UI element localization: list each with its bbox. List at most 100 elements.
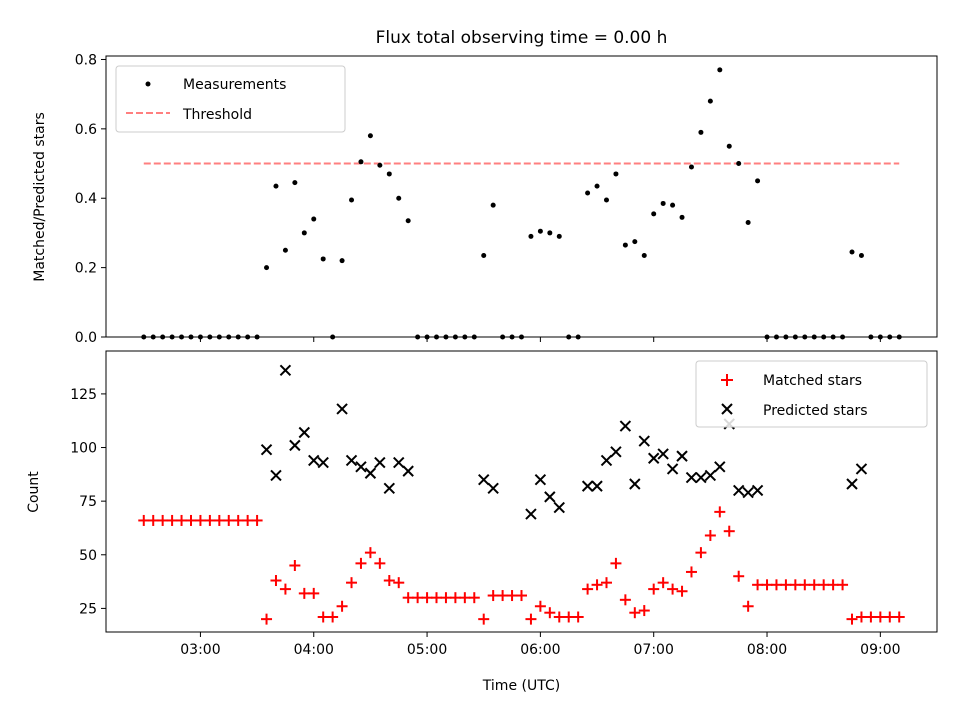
matched-star-point <box>261 613 273 625</box>
measurement-point <box>311 216 317 222</box>
matched-star-point <box>176 514 188 526</box>
matched-star-point <box>685 566 697 578</box>
matched-star-point <box>468 592 480 604</box>
predicted-star-point <box>345 454 358 467</box>
top-y-axis-label: Matched/Predicted stars <box>32 112 48 282</box>
measurement-point <box>396 195 402 201</box>
matched-star-point <box>213 514 225 526</box>
matched-star-point <box>449 592 461 604</box>
predicted-star-point <box>600 454 613 467</box>
predicted-star-point <box>714 461 726 473</box>
matched-star-point <box>884 611 896 623</box>
measurement-point <box>556 233 562 239</box>
matched-star-point <box>298 587 310 599</box>
matched-star-point <box>166 514 178 526</box>
matched-star-point <box>336 600 348 612</box>
top-y-tick-label: 0.0 <box>75 330 97 346</box>
measurement-point <box>405 218 411 224</box>
matched-star-point <box>704 529 716 541</box>
predicted-star-point <box>619 420 632 432</box>
predicted-star-point <box>855 463 868 475</box>
matched-star-point <box>478 613 490 625</box>
matched-star-point <box>308 587 320 599</box>
matched-star-point <box>648 583 660 595</box>
matched-star-point <box>194 514 206 526</box>
matched-star-point <box>799 579 811 591</box>
predicted-star-point <box>629 478 641 490</box>
legend-measurements-label: Measurements <box>183 77 286 93</box>
matched-star-point <box>752 579 764 591</box>
matched-star-point <box>279 583 291 595</box>
predicted-star-point <box>270 469 282 482</box>
matched-star-point <box>544 607 556 619</box>
matched-star-point <box>893 611 905 623</box>
top-series-0 <box>141 67 902 340</box>
matched-star-point <box>846 613 858 625</box>
top-y-tick-label: 0.4 <box>75 191 97 207</box>
bottom-axes-frame <box>105 350 938 633</box>
matched-star-point <box>591 579 603 591</box>
bottom-series-1 <box>260 364 868 520</box>
matched-star-point <box>440 592 452 604</box>
matched-star-point <box>346 577 358 589</box>
matched-star-point <box>865 611 877 623</box>
matched-star-point <box>355 557 367 569</box>
matched-star-point <box>185 514 197 526</box>
measurement-point <box>490 202 496 208</box>
top-axis-ticks: 0.0 0.2 0.4 0.6 0.8 <box>75 52 881 346</box>
top-legend-box <box>115 65 346 133</box>
legend-matched-marker <box>721 374 733 386</box>
matched-star-point <box>412 592 424 604</box>
x-tick-label: 05:00 <box>407 642 447 658</box>
predicted-star-point <box>374 456 386 469</box>
x-axis-label: Time (UTC) <box>482 678 560 694</box>
matched-star-point <box>459 592 471 604</box>
top-panel: Flux total observing time = 0.00 h 0.00.… <box>32 28 938 346</box>
matched-star-point <box>327 611 339 623</box>
matched-star-point <box>157 514 169 526</box>
predicted-star-point <box>685 471 698 484</box>
measurement-point <box>849 249 855 255</box>
measurement-point <box>688 164 694 170</box>
matched-star-point <box>837 579 849 591</box>
top-y-tick-label: 0.2 <box>75 261 97 277</box>
measurement-point <box>292 180 298 186</box>
top-y-tick-label: 0.6 <box>75 122 97 138</box>
measurement-point <box>613 171 619 177</box>
measurement-point <box>707 98 713 104</box>
measurement-point <box>358 159 364 165</box>
predicted-star-point <box>553 501 565 514</box>
matched-star-point <box>676 585 688 597</box>
bottom-y-tick-label: 75 <box>79 494 97 510</box>
measurement-point <box>698 129 704 135</box>
matched-star-point <box>317 611 329 623</box>
matched-star-point <box>204 514 216 526</box>
matched-star-point <box>742 600 754 612</box>
matched-star-point <box>242 514 254 526</box>
matched-star-point <box>374 557 386 569</box>
measurement-point <box>641 252 647 258</box>
predicted-star-point <box>676 450 688 462</box>
predicted-star-point <box>751 484 764 497</box>
predicted-star-point <box>666 463 679 475</box>
top-axes-frame <box>105 55 938 338</box>
predicted-star-point <box>298 426 311 439</box>
matched-star-point <box>714 506 726 518</box>
matched-star-point <box>638 605 650 617</box>
measurement-point <box>282 247 288 253</box>
matched-star-point <box>553 611 565 623</box>
measurement-point <box>537 228 543 234</box>
matched-star-point <box>525 613 537 625</box>
predicted-star-point <box>647 452 660 464</box>
measurement-point <box>367 133 373 139</box>
legend-measurements-marker <box>145 81 151 87</box>
matched-star-point <box>138 514 150 526</box>
legend-predicted-marker <box>721 403 733 415</box>
legend-matched-label: Matched stars <box>763 373 862 389</box>
bottom-y-axis-label: Count <box>26 471 42 513</box>
matched-star-point <box>723 525 735 537</box>
matched-star-point <box>393 577 405 589</box>
predicted-star-point <box>308 454 320 467</box>
matched-star-point <box>383 575 395 587</box>
